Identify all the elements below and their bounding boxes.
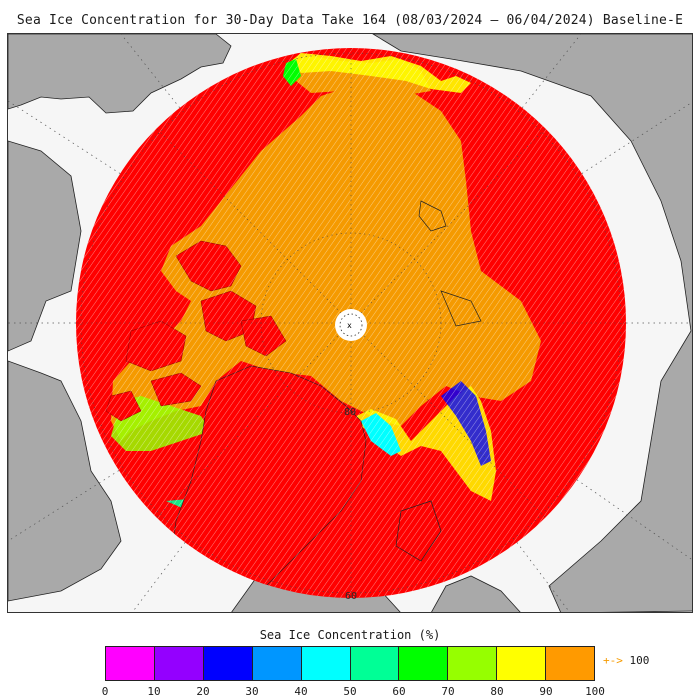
coastlines xyxy=(395,200,482,562)
colorbar-swatch xyxy=(203,647,253,680)
colorbar-swatch xyxy=(252,647,302,680)
colorbar-swatch xyxy=(106,647,155,680)
colorbar-swatch xyxy=(154,647,204,680)
land-masses xyxy=(8,34,692,612)
overflow-label: 100 xyxy=(629,654,650,667)
colorbar-tick-label: 10 xyxy=(147,685,161,698)
latitude-label-80: 80 xyxy=(344,407,356,418)
colorbar-tick-label: 30 xyxy=(245,685,259,698)
land-scandinavia xyxy=(8,140,82,352)
colorbar-tick-label: 40 xyxy=(294,685,308,698)
map-frame: x 80 60 xyxy=(7,33,693,613)
colorbar-swatch xyxy=(448,647,498,680)
map-title: Sea Ice Concentration for 30-Day Data Ta… xyxy=(16,13,684,28)
colorbar-tick-label: 0 xyxy=(101,685,109,698)
colorbar-swatch xyxy=(546,647,595,680)
colorbar-swatch xyxy=(350,647,400,680)
colorbar-swatch xyxy=(497,647,547,680)
colorbar-tick-label: 20 xyxy=(196,685,210,698)
colorbar-tick-label: 80 xyxy=(490,685,504,698)
colorbar-ticks: 0 10 20 30 40 50 60 70 80 90 100 xyxy=(0,685,700,699)
land-north-america xyxy=(372,34,692,612)
colorbar-tick-label: 60 xyxy=(392,685,406,698)
land-siberia xyxy=(8,34,232,114)
colorbar-tick-label: 70 xyxy=(441,685,455,698)
overflow-arrow-icon: +-> xyxy=(603,654,623,667)
colorbar-swatch xyxy=(399,647,449,680)
colorbar-tick-label: 100 xyxy=(585,685,605,698)
colorbar xyxy=(105,646,595,681)
legend-title: Sea Ice Concentration (%) xyxy=(259,628,441,642)
overflow-indicator: +-> 100 xyxy=(603,654,649,667)
colorbar-tick-label: 90 xyxy=(539,685,553,698)
colorbar-tick-label: 50 xyxy=(343,685,357,698)
colorbar-swatch xyxy=(301,647,351,680)
pole-mark: x xyxy=(347,321,352,330)
pole-hole-ring xyxy=(339,313,363,337)
latitude-label-60: 60 xyxy=(345,591,357,602)
polar-map: x 80 60 xyxy=(8,34,692,612)
graticule-inner xyxy=(76,48,626,598)
land-labrador xyxy=(431,575,521,612)
land-europe xyxy=(8,360,122,602)
